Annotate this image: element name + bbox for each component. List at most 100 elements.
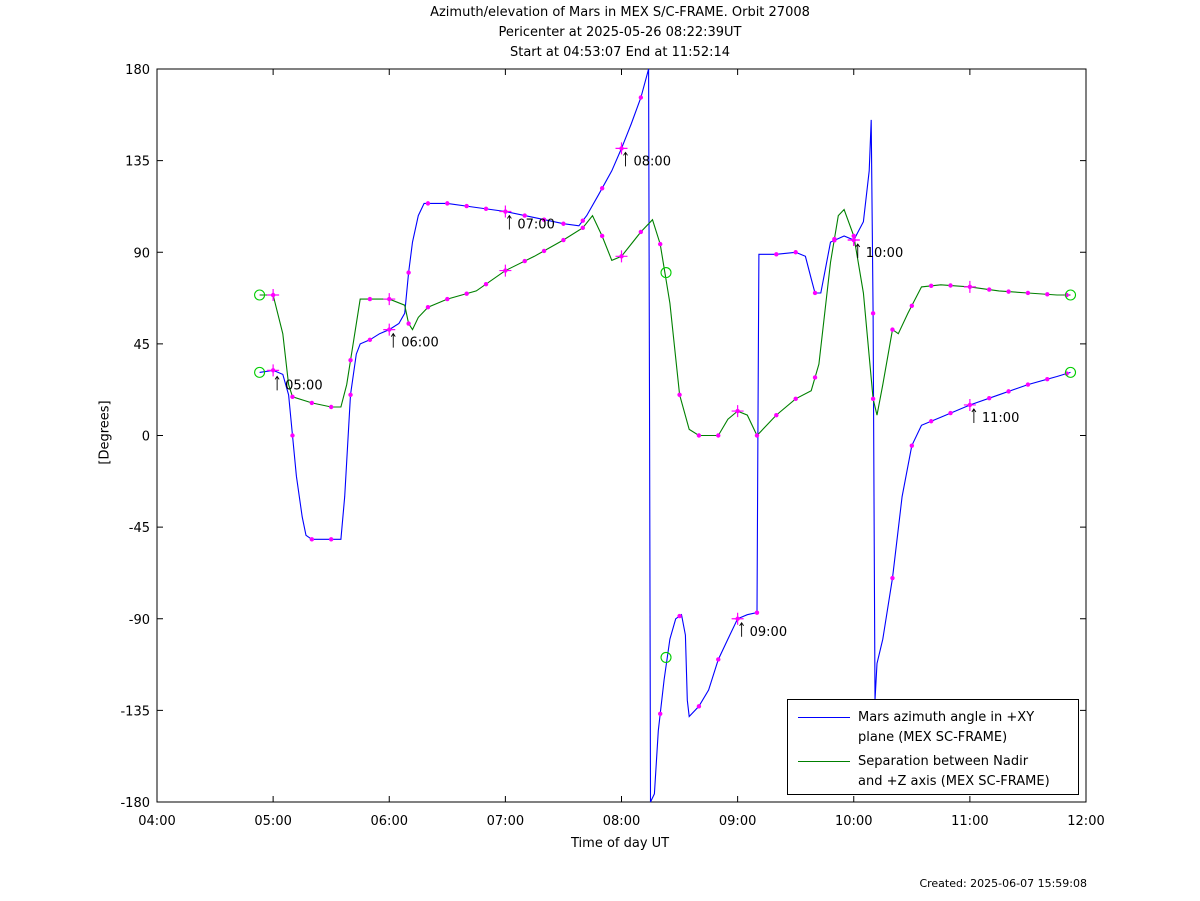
dot-marker [638, 95, 644, 100]
dot-marker [928, 283, 934, 289]
dot-marker [425, 201, 431, 206]
dot-marker [367, 296, 373, 302]
separation-series-line [259, 208, 1071, 437]
dot-marker [812, 375, 818, 380]
dot-marker [309, 537, 315, 542]
annotation-arrow [623, 151, 628, 167]
dot-marker [580, 218, 585, 223]
legend-label-azimuth-line-2: plane (MEX SC-FRAME) [858, 730, 1008, 745]
dot-marker [580, 225, 585, 231]
dot-marker [716, 657, 721, 662]
legend-label-azimuth-line-1: Mars azimuth angle in +XY [858, 710, 1035, 725]
dot-marker [890, 575, 895, 581]
legend-swatch-separation [798, 761, 850, 762]
dot-marker [1006, 289, 1011, 294]
dot-marker [870, 311, 876, 316]
dot-marker [1045, 376, 1050, 382]
dot-marker [658, 711, 663, 716]
annotation-label: 10:00 [866, 246, 903, 261]
x-tick-label: 08:00 [603, 814, 640, 829]
dot-marker [309, 400, 315, 406]
circle-marker [1064, 366, 1077, 378]
plus-marker [963, 398, 976, 411]
legend-label-separation-line-2: and +Z axis (MEX SC-FRAME) [858, 774, 1050, 789]
annotation-arrow [971, 408, 977, 423]
dot-marker [716, 433, 721, 438]
dot-marker [541, 217, 547, 222]
dot-marker [774, 412, 779, 418]
annotation-label: 05:00 [285, 378, 322, 393]
dot-marker [696, 433, 702, 438]
circle-marker [254, 289, 266, 301]
dot-marker [599, 233, 605, 239]
y-tick-label: 135 [125, 155, 150, 170]
plus-marker [963, 280, 976, 293]
dot-marker [522, 258, 527, 264]
dot-marker [812, 290, 818, 296]
dot-marker [483, 281, 489, 287]
created-timestamp: Created: 2025-06-07 15:59:08 [919, 877, 1087, 890]
dot-marker [367, 337, 373, 343]
dot-marker [987, 395, 992, 401]
dot-marker [754, 433, 760, 438]
circle-marker [660, 651, 672, 663]
dot-marker [696, 704, 702, 709]
chart-title-line-2: Pericenter at 2025-05-26 08:22:39UT [498, 25, 742, 40]
annotation-arrow [274, 375, 280, 391]
plus-marker [267, 289, 280, 302]
dot-marker [1025, 290, 1031, 296]
x-tick-label: 04:00 [138, 814, 175, 829]
y-tick-label: 0 [142, 430, 150, 445]
x-tick-label: 06:00 [371, 814, 408, 829]
plus-marker [615, 142, 628, 155]
dot-marker [677, 392, 682, 397]
dot-marker [948, 283, 953, 288]
dot-marker [445, 201, 450, 206]
dot-marker [290, 394, 295, 400]
annotation-label: 07:00 [517, 218, 554, 233]
y-tick-label: -180 [120, 796, 150, 811]
dot-marker [425, 305, 431, 310]
chart-title-line-3: Start at 04:53:07 End at 11:52:14 [509, 45, 731, 60]
dot-marker [793, 250, 798, 255]
dot-marker [793, 396, 798, 402]
x-tick-label: 11:00 [951, 814, 988, 829]
legend-label-separation-line-1: Separation between Nadir [858, 754, 1029, 769]
annotation-arrow [390, 332, 396, 348]
dot-marker [464, 203, 469, 209]
dot-marker [290, 433, 295, 438]
y-tick-label: -135 [120, 704, 150, 719]
dot-marker [406, 270, 411, 275]
dot-marker [328, 404, 334, 410]
circle-marker [254, 366, 266, 378]
dot-marker [406, 321, 411, 326]
dot-marker [561, 221, 566, 226]
y-axis-label: [Degrees] [97, 400, 113, 465]
dot-marker [1045, 292, 1050, 297]
dot-marker [561, 237, 566, 243]
legend-swatch-azimuth [798, 717, 850, 718]
chart-title-line-1: Azimuth/elevation of Mars in MEX S/C-FRA… [430, 5, 810, 20]
plus-marker [383, 323, 396, 336]
plus-marker [499, 264, 512, 277]
y-tick-label: 180 [125, 63, 150, 78]
dot-marker [445, 296, 450, 302]
plus-marker [499, 205, 512, 218]
dot-marker [832, 236, 837, 242]
annotation-label: 09:00 [750, 625, 787, 640]
dot-marker [890, 327, 895, 332]
annotation-arrow [739, 621, 744, 637]
dot-marker [541, 248, 547, 254]
dot-marker [774, 252, 779, 257]
plus-marker [731, 405, 744, 418]
x-tick-label: 07:00 [487, 814, 524, 829]
plus-marker [847, 234, 860, 247]
y-tick-label: -90 [129, 613, 150, 628]
plus-marker [267, 364, 280, 377]
dot-marker [987, 287, 992, 292]
annotation-label: 08:00 [634, 154, 671, 169]
x-axis-label: Time of day UT [571, 836, 670, 851]
circle-marker [660, 267, 672, 279]
annotation-label: 11:00 [982, 411, 1019, 426]
